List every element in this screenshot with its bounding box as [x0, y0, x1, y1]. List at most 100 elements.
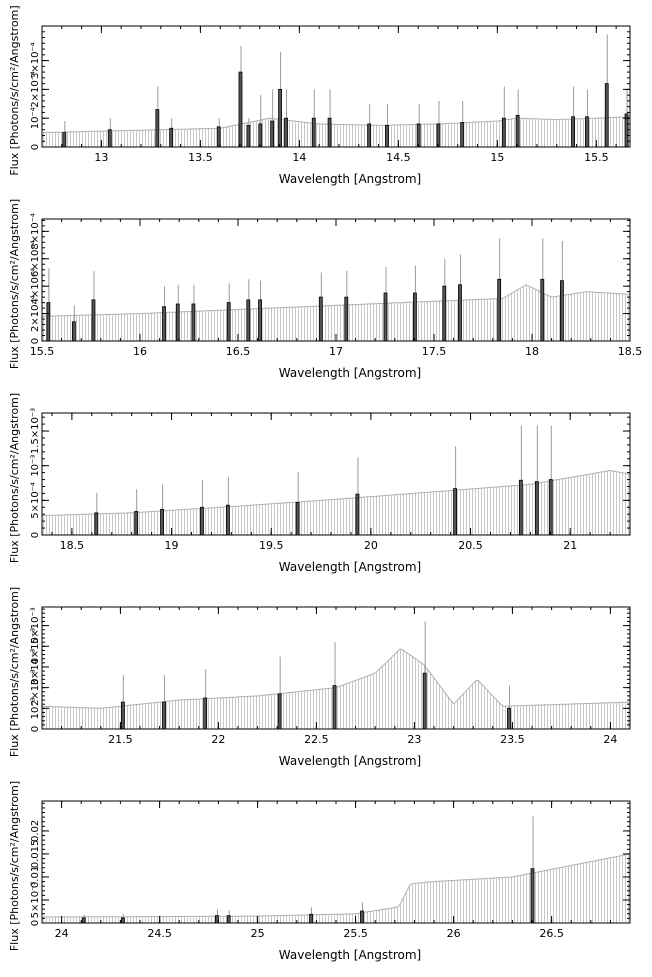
x-tick-label: 19.5 — [259, 539, 284, 552]
flux-bar — [501, 117, 506, 148]
y-tick-label: 10⁻³ — [30, 697, 41, 719]
y-tick-label: 5×10⁻³ — [30, 607, 41, 644]
y-tick-label: 3×10⁻⁴ — [30, 42, 41, 79]
x-axis-label: Wavelength [Angstrom] — [279, 172, 421, 186]
x-tick-label: 16.5 — [226, 345, 251, 358]
flux-bar — [200, 506, 204, 536]
flux-bar — [604, 83, 609, 148]
x-tick-label: 19 — [165, 539, 179, 552]
flux-bar — [191, 303, 196, 342]
x-tick-label: 25.5 — [343, 927, 368, 940]
model-continuum — [43, 470, 629, 535]
y-tick-label: 4×10⁻³ — [30, 628, 41, 665]
chart-panel-2: 15.5 16 16.5 17 17.5 18 18.5 0 2×10⁻⁴4×10⁻⁴6×10⁻… — [8, 199, 642, 380]
flux-bar — [160, 508, 164, 536]
flux-bar — [458, 284, 462, 342]
x-tick-label: 20 — [364, 539, 378, 552]
y-tick-label: 0 — [30, 920, 41, 926]
flux-bar — [71, 321, 76, 342]
flux-bar — [120, 917, 125, 924]
flux-bar — [62, 132, 67, 148]
flux-bar — [385, 124, 389, 148]
x-axis-label: Wavelength [Angstrom] — [279, 948, 421, 962]
model-continuum — [43, 116, 629, 147]
chart-panel-3: 18.5 19 19.5 20 20.5 21 0 5×10⁻⁴ 10⁻³1.5×10⁻³ Wav… — [8, 393, 631, 574]
flux-bar — [120, 701, 125, 730]
y-tick-label: 0.02 — [30, 820, 41, 842]
y-tick-label: 3×10⁻³ — [30, 649, 41, 686]
flux-bar — [585, 116, 589, 148]
y-tick-label: 0 — [30, 144, 41, 150]
y-axis-label: Flux [Photons/s/cm²/Angstrom] — [8, 587, 21, 757]
x-tick-label: 15.5 — [584, 151, 609, 164]
y-tick-label: 10⁻⁴ — [30, 107, 41, 129]
flux-bar — [162, 701, 166, 730]
flux-bar — [238, 71, 243, 148]
x-tick-label: 23.5 — [500, 733, 525, 746]
flux-bar — [367, 123, 372, 148]
flux-bar — [460, 122, 465, 148]
flux-bar — [422, 672, 427, 730]
flux-bar — [81, 917, 86, 924]
flux-bar — [169, 127, 174, 148]
y-tick-label: 8×10⁻⁴ — [30, 213, 41, 250]
x-tick-label: 21 — [563, 539, 577, 552]
x-tick-label: 26 — [447, 927, 461, 940]
y-axis-label: Flux [Photons/s/cm²/Angstrom] — [8, 393, 21, 563]
y-tick-label: 0 — [30, 532, 41, 538]
flux-bar — [530, 868, 535, 924]
y-tick-label: 0.01 — [30, 866, 41, 888]
y-axis-label: Flux [Photons/s/cm²/Angstrom] — [8, 5, 21, 175]
flux-bar — [540, 278, 545, 342]
x-axis-label: Wavelength [Angstrom] — [279, 754, 421, 768]
flux-bar — [497, 278, 502, 342]
flux-bar — [332, 685, 337, 730]
flux-bar — [216, 126, 221, 148]
flux-bar — [91, 299, 96, 342]
y-tick-label: 5×10⁻³ — [30, 882, 41, 919]
flux-bar — [225, 504, 230, 536]
flux-bar — [507, 707, 511, 730]
flux-bar — [515, 114, 520, 148]
flux-bar — [534, 481, 539, 536]
y-tick-label: 6×10⁻⁴ — [30, 240, 41, 277]
plot-frame — [41, 25, 631, 148]
flux-bar — [162, 306, 166, 342]
flux-bar — [258, 299, 262, 342]
y-tick-label: 1.5×10⁻³ — [30, 408, 41, 454]
flux-bar — [258, 123, 263, 148]
y-tick-label: 10⁻³ — [30, 455, 41, 477]
x-tick-label: 14 — [292, 151, 306, 164]
flux-bar — [518, 479, 523, 536]
y-axis-label: Flux [Photons/s/cm²/Angstrom] — [8, 199, 21, 369]
flux-bar — [277, 693, 282, 730]
flux-bar — [270, 120, 275, 148]
x-tick-label: 14.5 — [386, 151, 411, 164]
x-tick-label: 23 — [407, 733, 421, 746]
flux-bar — [453, 488, 457, 536]
y-tick-label: 0 — [30, 726, 41, 732]
flux-bar — [309, 913, 313, 924]
flux-bar — [442, 285, 447, 342]
x-tick-label: 22 — [211, 733, 225, 746]
x-tick-label: 21.5 — [108, 733, 133, 746]
plot-frame — [41, 412, 631, 536]
flux-bar — [412, 292, 417, 342]
flux-bar — [278, 88, 282, 148]
x-tick-label: 16 — [133, 345, 147, 358]
flux-bar — [284, 117, 288, 148]
flux-bar — [203, 697, 208, 730]
x-tick-label: 24.5 — [147, 927, 172, 940]
x-tick-label: 22.5 — [304, 733, 329, 746]
flux-bar — [226, 302, 231, 342]
x-tick-label: 18.5 — [60, 539, 85, 552]
x-axis-label: Wavelength [Angstrom] — [279, 560, 421, 574]
flux-bar — [155, 109, 160, 148]
flux-bar — [295, 502, 300, 536]
flux-bar — [416, 123, 421, 148]
y-tick-label: 2×10⁻³ — [30, 669, 41, 706]
chart-panel-4: 21.5 22 22.5 23 23.5 24 0 10⁻³2×10⁻³3×10⁻³4×10⁻… — [8, 587, 631, 768]
flux-bar — [46, 302, 51, 342]
